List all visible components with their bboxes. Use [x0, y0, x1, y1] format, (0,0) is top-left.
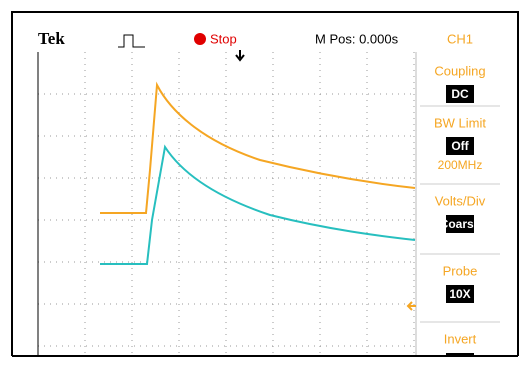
menu-note: 200MHz	[438, 158, 483, 172]
status: Stop	[210, 31, 237, 46]
menu-label: Invert	[444, 331, 477, 346]
scope-screen: Tek Stop M Pos: 0.000s CH1 Coupling DC BW …	[0, 0, 530, 375]
menu-label: BW Limit	[434, 115, 486, 130]
channel: CH1	[447, 31, 473, 46]
stop-dot	[194, 33, 206, 45]
menu-value: DC	[451, 87, 469, 101]
menu-label: Coupling	[434, 63, 485, 78]
menu-value: Off	[451, 139, 469, 153]
menu-label: Volts/Div	[435, 193, 486, 208]
menu-label: Probe	[443, 263, 478, 278]
menu-value: Coarse	[440, 217, 481, 231]
menu-value: 10X	[449, 287, 470, 301]
position: M Pos: 0.000s	[315, 31, 399, 46]
brand: Tek	[38, 29, 65, 48]
bottom-mask	[0, 356, 530, 375]
